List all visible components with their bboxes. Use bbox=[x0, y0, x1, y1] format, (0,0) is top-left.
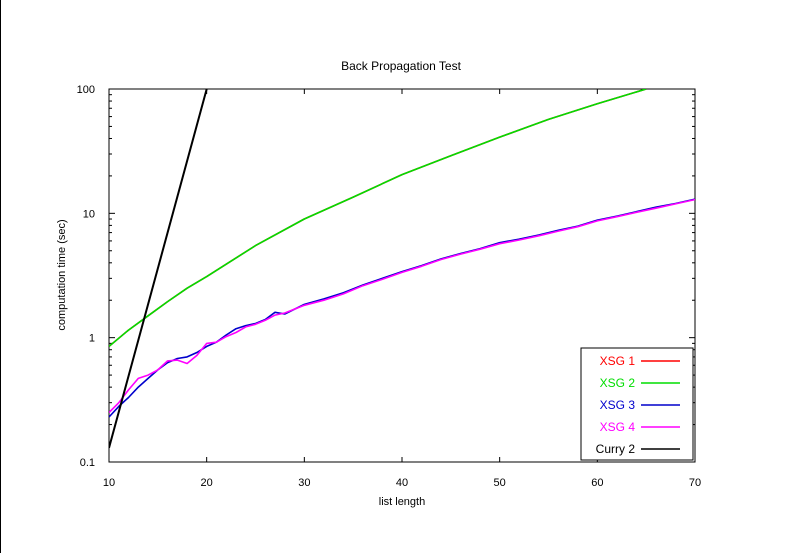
x-axis: 10 20 30 40 50 60 70 bbox=[103, 89, 701, 489]
y-tick-label: 0.1 bbox=[80, 457, 95, 469]
x-tick-label: 20 bbox=[201, 477, 213, 489]
series-line-curry-2 bbox=[109, 89, 208, 449]
y-tick-label: 10 bbox=[83, 208, 95, 220]
legend-box bbox=[580, 347, 694, 461]
x-tick-label: 50 bbox=[494, 477, 506, 489]
chart-title: Back Propagation Test bbox=[341, 59, 462, 73]
series-line-xsg-2 bbox=[109, 89, 647, 348]
x-tick-label: 60 bbox=[591, 477, 603, 489]
series-lines bbox=[109, 89, 695, 449]
x-tick-label: 10 bbox=[103, 477, 115, 489]
x-axis-label: list length bbox=[379, 496, 425, 508]
legend-label: XSG 1 bbox=[600, 354, 636, 368]
legend-label: XSG 2 bbox=[600, 376, 636, 390]
y-tick-label: 1 bbox=[89, 333, 95, 345]
x-tick-label: 30 bbox=[298, 477, 310, 489]
legend-label: XSG 4 bbox=[600, 420, 636, 434]
x-tick-label: 40 bbox=[396, 477, 408, 489]
series-line-xsg-1 bbox=[109, 89, 647, 348]
series-line-xsg-4 bbox=[109, 198, 695, 414]
x-tick-label: 70 bbox=[689, 477, 701, 489]
legend: XSG 1 XSG 2 XSG 3 XSG 4 Curry 2 bbox=[596, 354, 680, 456]
y-axis-label: computation time (sec) bbox=[56, 219, 68, 330]
window-left-edge bbox=[0, 0, 1, 553]
legend-label: XSG 3 bbox=[600, 398, 636, 412]
y-axis: 0.1 1 10 100 bbox=[77, 84, 695, 469]
y-tick-label: 100 bbox=[77, 84, 95, 96]
legend-label: Curry 2 bbox=[596, 442, 636, 456]
